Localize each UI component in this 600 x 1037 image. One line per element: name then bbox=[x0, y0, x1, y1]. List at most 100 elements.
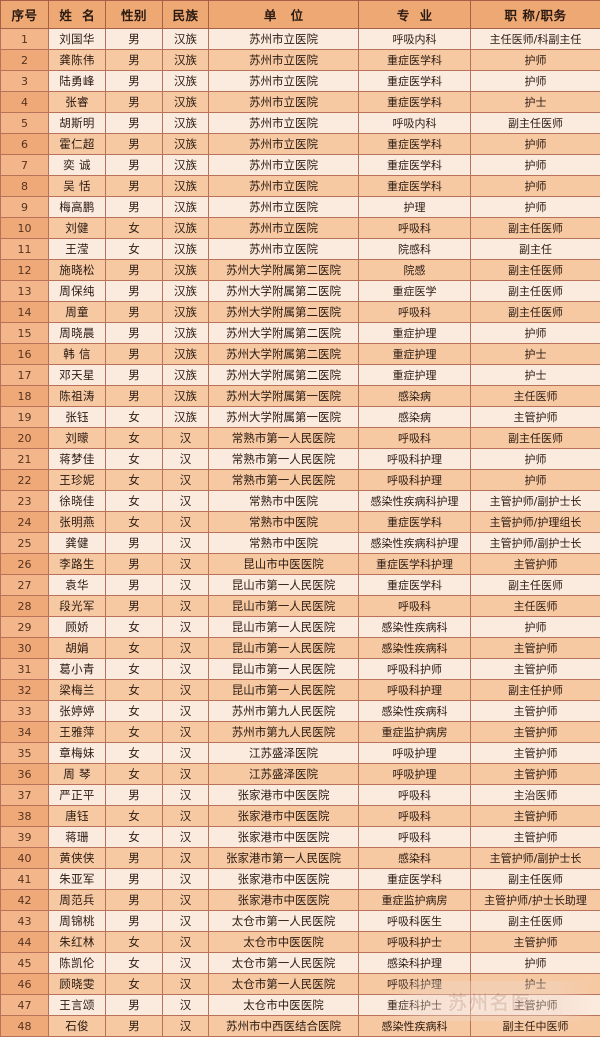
cell-seq: 10 bbox=[1, 218, 49, 239]
cell-major: 呼吸科 bbox=[359, 428, 471, 449]
cell-major: 呼吸科护理 bbox=[359, 680, 471, 701]
cell-title: 主管护师/护士长助理 bbox=[471, 890, 600, 911]
cell-major: 呼吸科医生 bbox=[359, 911, 471, 932]
cell-title: 护士 bbox=[471, 974, 600, 995]
cell-major: 感染性疾病科 bbox=[359, 617, 471, 638]
cell-name: 周 琴 bbox=[49, 764, 106, 785]
cell-major: 感染科 bbox=[359, 848, 471, 869]
cell-seq: 31 bbox=[1, 659, 49, 680]
cell-name: 张睿 bbox=[49, 92, 106, 113]
cell-seq: 25 bbox=[1, 533, 49, 554]
cell-title: 副主任医师 bbox=[471, 218, 600, 239]
cell-major: 感染性疾病科 bbox=[359, 1016, 471, 1037]
cell-name: 石俊 bbox=[49, 1016, 106, 1037]
cell-unit: 张家港市中医医院 bbox=[209, 785, 359, 806]
cell-ethnic: 汉族 bbox=[163, 260, 209, 281]
cell-seq: 13 bbox=[1, 281, 49, 302]
cell-title: 主管护师 bbox=[471, 806, 600, 827]
cell-seq: 20 bbox=[1, 428, 49, 449]
cell-unit: 苏州大学附属第二医院 bbox=[209, 260, 359, 281]
cell-seq: 34 bbox=[1, 722, 49, 743]
cell-ethnic: 汉族 bbox=[163, 29, 209, 50]
cell-major: 呼吸科护师 bbox=[359, 659, 471, 680]
cell-ethnic: 汉 bbox=[163, 974, 209, 995]
cell-major: 重症监护病房 bbox=[359, 722, 471, 743]
cell-gender: 男 bbox=[106, 323, 163, 344]
cell-seq: 12 bbox=[1, 260, 49, 281]
cell-ethnic: 汉 bbox=[163, 722, 209, 743]
cell-title: 护师 bbox=[471, 953, 600, 974]
cell-seq: 1 bbox=[1, 29, 49, 50]
cell-name: 陈凯伦 bbox=[49, 953, 106, 974]
cell-title: 副主任医师 bbox=[471, 869, 600, 890]
cell-gender: 女 bbox=[106, 680, 163, 701]
cell-seq: 42 bbox=[1, 890, 49, 911]
cell-title: 主管护师 bbox=[471, 659, 600, 680]
cell-ethnic: 汉族 bbox=[163, 344, 209, 365]
cell-title: 护师 bbox=[471, 323, 600, 344]
cell-ethnic: 汉族 bbox=[163, 92, 209, 113]
cell-unit: 苏州市立医院 bbox=[209, 134, 359, 155]
cell-title: 主管护师 bbox=[471, 638, 600, 659]
cell-unit: 常熟市中医院 bbox=[209, 533, 359, 554]
cell-major: 重症科护士 bbox=[359, 995, 471, 1016]
cell-title: 护师 bbox=[471, 176, 600, 197]
cell-gender: 女 bbox=[106, 617, 163, 638]
cell-major: 重症护理 bbox=[359, 323, 471, 344]
cell-name: 张明燕 bbox=[49, 512, 106, 533]
cell-title: 主管护师/副护士长 bbox=[471, 491, 600, 512]
cell-name: 王珍妮 bbox=[49, 470, 106, 491]
cell-seq: 3 bbox=[1, 71, 49, 92]
cell-seq: 16 bbox=[1, 344, 49, 365]
cell-major: 呼吸科护士 bbox=[359, 932, 471, 953]
cell-ethnic: 汉 bbox=[163, 638, 209, 659]
cell-title: 主治医师 bbox=[471, 785, 600, 806]
cell-ethnic: 汉族 bbox=[163, 155, 209, 176]
cell-gender: 女 bbox=[106, 449, 163, 470]
cell-title: 主管护师 bbox=[471, 407, 600, 428]
cell-name: 王滢 bbox=[49, 239, 106, 260]
cell-gender: 女 bbox=[106, 722, 163, 743]
cell-ethnic: 汉 bbox=[163, 869, 209, 890]
cell-unit: 江苏盛泽医院 bbox=[209, 743, 359, 764]
cell-name: 张钰 bbox=[49, 407, 106, 428]
cell-major: 呼吸科 bbox=[359, 785, 471, 806]
cell-gender: 女 bbox=[106, 806, 163, 827]
cell-unit: 张家港市中医医院 bbox=[209, 869, 359, 890]
cell-name: 段光军 bbox=[49, 596, 106, 617]
cell-seq: 22 bbox=[1, 470, 49, 491]
cell-gender: 女 bbox=[106, 827, 163, 848]
cell-title: 副主任医师 bbox=[471, 260, 600, 281]
cell-gender: 女 bbox=[106, 701, 163, 722]
cell-unit: 苏州市第九人民医院 bbox=[209, 701, 359, 722]
cell-seq: 38 bbox=[1, 806, 49, 827]
cell-gender: 女 bbox=[106, 974, 163, 995]
cell-gender: 男 bbox=[106, 1016, 163, 1037]
cell-title: 护师 bbox=[471, 134, 600, 155]
cell-unit: 苏州市立医院 bbox=[209, 50, 359, 71]
cell-ethnic: 汉族 bbox=[163, 176, 209, 197]
cell-unit: 苏州市立医院 bbox=[209, 113, 359, 134]
cell-gender: 男 bbox=[106, 365, 163, 386]
cell-unit: 张家港市中医医院 bbox=[209, 827, 359, 848]
cell-title: 护师 bbox=[471, 71, 600, 92]
cell-gender: 男 bbox=[106, 785, 163, 806]
cell-major: 感染性疾病科护理 bbox=[359, 491, 471, 512]
cell-seq: 2 bbox=[1, 50, 49, 71]
cell-major: 重症医学科护理 bbox=[359, 554, 471, 575]
cell-gender: 男 bbox=[106, 911, 163, 932]
cell-ethnic: 汉 bbox=[163, 995, 209, 1016]
cell-gender: 男 bbox=[106, 848, 163, 869]
cell-seq: 14 bbox=[1, 302, 49, 323]
cell-seq: 4 bbox=[1, 92, 49, 113]
cell-ethnic: 汉 bbox=[163, 512, 209, 533]
